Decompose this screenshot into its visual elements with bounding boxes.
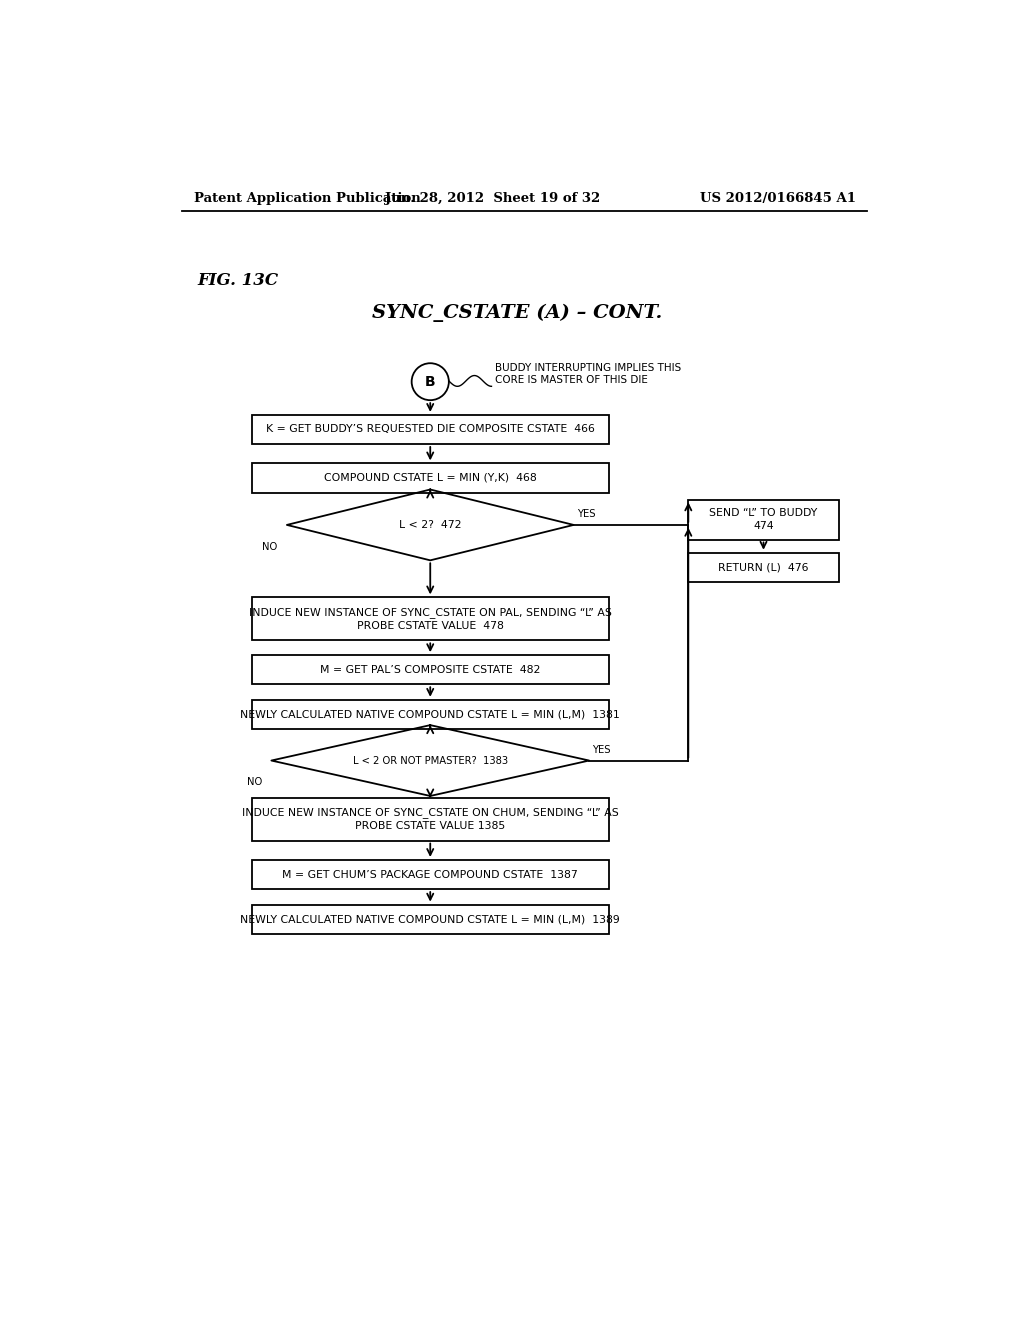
FancyBboxPatch shape <box>252 597 608 640</box>
FancyBboxPatch shape <box>252 797 608 841</box>
Text: SEND “L” TO BUDDY
474: SEND “L” TO BUDDY 474 <box>710 508 817 531</box>
Text: INDUCE NEW INSTANCE OF SYNC_CSTATE ON CHUM, SENDING “L” AS
PROBE CSTATE VALUE 13: INDUCE NEW INSTANCE OF SYNC_CSTATE ON CH… <box>242 808 618 830</box>
Text: BUDDY INTERRUPTING IMPLIES THIS
CORE IS MASTER OF THIS DIE: BUDDY INTERRUPTING IMPLIES THIS CORE IS … <box>496 363 682 385</box>
FancyBboxPatch shape <box>252 414 608 444</box>
Text: US 2012/0166845 A1: US 2012/0166845 A1 <box>699 191 856 205</box>
Text: Patent Application Publication: Patent Application Publication <box>194 191 421 205</box>
Text: B: B <box>425 375 435 388</box>
FancyBboxPatch shape <box>252 859 608 890</box>
Text: NEWLY CALCULATED NATIVE COMPOUND CSTATE L = MIN (L,M)  1381: NEWLY CALCULATED NATIVE COMPOUND CSTATE … <box>241 709 621 719</box>
Text: NO: NO <box>262 543 278 552</box>
Text: INDUCE NEW INSTANCE OF SYNC_CSTATE ON PAL, SENDING “L” AS
PROBE CSTATE VALUE  47: INDUCE NEW INSTANCE OF SYNC_CSTATE ON PA… <box>249 607 611 631</box>
Text: YES: YES <box>577 510 595 519</box>
Text: K = GET BUDDY’S REQUESTED DIE COMPOSITE CSTATE  466: K = GET BUDDY’S REQUESTED DIE COMPOSITE … <box>266 425 595 434</box>
Text: RETURN (L)  476: RETURN (L) 476 <box>718 562 809 573</box>
Text: FIG. 13C: FIG. 13C <box>198 272 279 289</box>
FancyBboxPatch shape <box>688 499 839 540</box>
FancyBboxPatch shape <box>252 463 608 492</box>
Text: M = GET PAL’S COMPOSITE CSTATE  482: M = GET PAL’S COMPOSITE CSTATE 482 <box>321 665 541 675</box>
FancyBboxPatch shape <box>252 655 608 684</box>
Text: NEWLY CALCULATED NATIVE COMPOUND CSTATE L = MIN (L,M)  1389: NEWLY CALCULATED NATIVE COMPOUND CSTATE … <box>241 915 621 924</box>
Text: YES: YES <box>592 744 610 755</box>
FancyBboxPatch shape <box>688 553 839 582</box>
Text: L < 2 OR NOT PMASTER?  1383: L < 2 OR NOT PMASTER? 1383 <box>352 755 508 766</box>
FancyBboxPatch shape <box>252 700 608 729</box>
Text: NO: NO <box>247 777 262 788</box>
Circle shape <box>412 363 449 400</box>
Text: L < 2?  472: L < 2? 472 <box>399 520 462 529</box>
Text: COMPOUND CSTATE L = MIN (Y,K)  468: COMPOUND CSTATE L = MIN (Y,K) 468 <box>324 473 537 483</box>
Text: Jun. 28, 2012  Sheet 19 of 32: Jun. 28, 2012 Sheet 19 of 32 <box>385 191 601 205</box>
Text: M = GET CHUM’S PACKAGE COMPOUND CSTATE  1387: M = GET CHUM’S PACKAGE COMPOUND CSTATE 1… <box>283 870 579 879</box>
FancyBboxPatch shape <box>252 904 608 933</box>
Text: SYNC_CSTATE (A) – CONT.: SYNC_CSTATE (A) – CONT. <box>372 304 662 322</box>
